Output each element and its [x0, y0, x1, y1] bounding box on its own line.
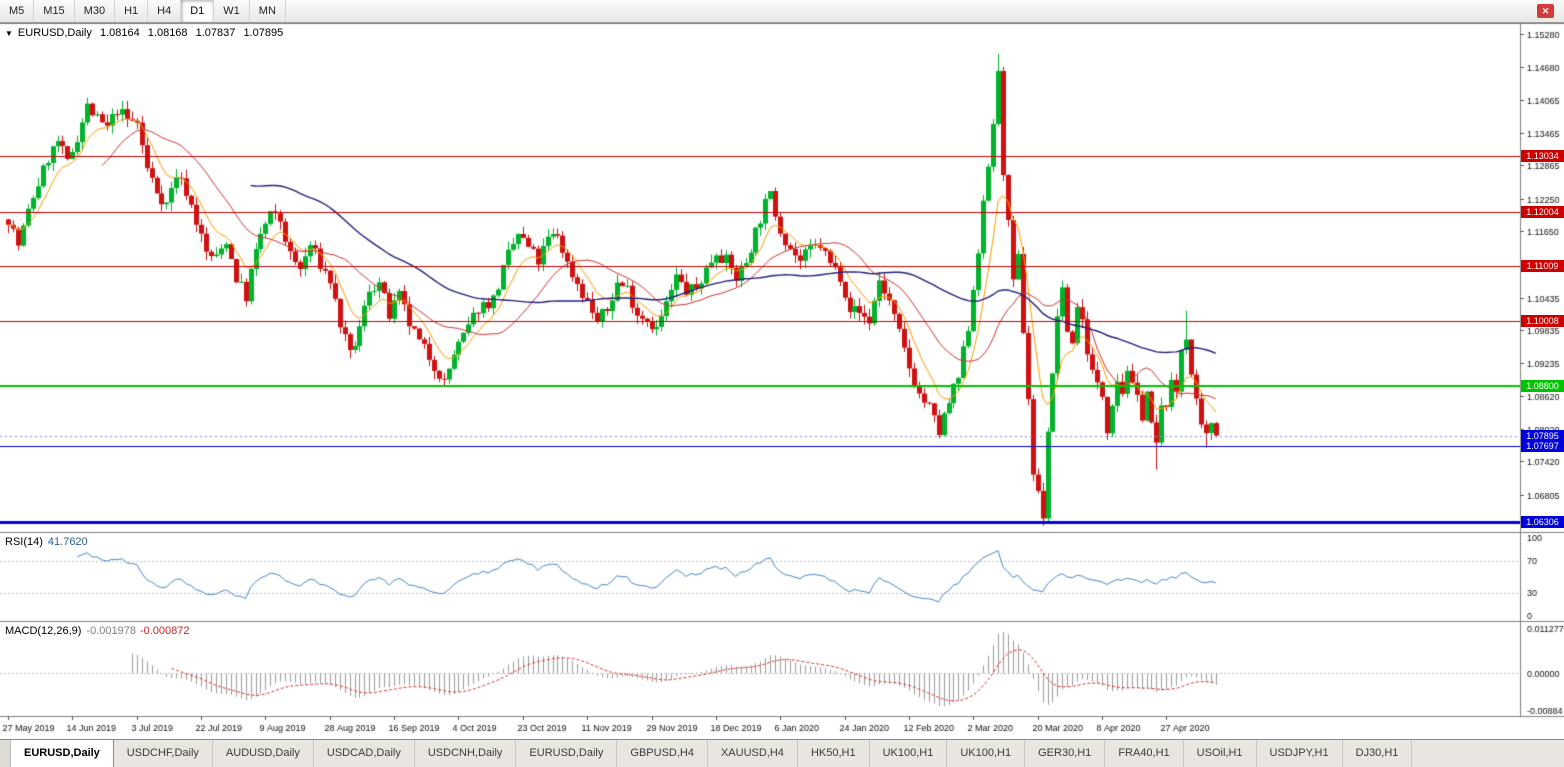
macd-indicator-label: MACD(12,26,9) -0.001978 -0.000872 [5, 625, 190, 637]
timeframe-toolbar: M5 M15 M30 H1 H4 D1 W1 MN ✕ [0, 0, 1564, 23]
ohlc-high: 1.08168 [147, 27, 188, 39]
rsi-indicator-label: RSI(14) 41.7620 [5, 536, 88, 548]
chart-tab-usdchf-daily[interactable]: USDCHF,Daily [114, 740, 213, 767]
tab-scroll-grip [0, 740, 11, 767]
chart-tab-usoil-h1[interactable]: USOil,H1 [1184, 740, 1257, 767]
chart-tab-ger30-h1[interactable]: GER30,H1 [1025, 740, 1106, 767]
chart-tab-gbpusd-h4[interactable]: GBPUSD,H4 [617, 740, 708, 767]
timeframe-button-d1[interactable]: D1 [181, 0, 215, 22]
ohlc-close: 1.07895 [243, 27, 284, 39]
macd-title: MACD(12,26,9) [5, 625, 82, 637]
chart-tab-hk50-h1[interactable]: HK50,H1 [798, 740, 870, 767]
timeframe-button-w1[interactable]: W1 [214, 0, 250, 22]
chart-tab-usdjpy-h1[interactable]: USDJPY,H1 [1257, 740, 1343, 767]
ohlc-open: 1.08164 [99, 27, 140, 39]
ohlc-header: ▼ EURUSD,Daily 1.08164 1.08168 1.07837 1.… [5, 27, 288, 39]
chart-tab-fra40-h1[interactable]: FRA40,H1 [1105, 740, 1184, 767]
macd-value: -0.001978 [86, 625, 136, 637]
chart-tab-bar: EURUSD,Daily USDCHF,Daily AUDUSD,Daily USDC… [0, 739, 1564, 767]
chart-symbol-label: EURUSD,Daily [17, 27, 92, 39]
chart-area: ▼ EURUSD,Daily 1.08164 1.08168 1.07837 1.… [0, 23, 1564, 739]
chart-tab-eurusd-daily[interactable]: EURUSD,Daily [11, 740, 114, 767]
symbol-marker-icon: ▼ [5, 29, 13, 38]
timeframe-button-h4[interactable]: H4 [148, 0, 182, 22]
timeframe-button-mn[interactable]: MN [250, 0, 286, 22]
timeframe-button-h1[interactable]: H1 [115, 0, 149, 22]
timeframe-buttons: M5 M15 M30 H1 H4 D1 W1 MN [0, 0, 286, 22]
chart-tab-uk100-h1[interactable]: UK100,H1 [870, 740, 948, 767]
macd-signal-value: -0.000872 [139, 625, 190, 637]
chart-tabs: EURUSD,Daily USDCHF,Daily AUDUSD,Daily USDC… [11, 740, 1413, 767]
timeframe-button-m15[interactable]: M15 [34, 0, 75, 22]
chart-tab-uk100-h1[interactable]: UK100,H1 [947, 740, 1026, 767]
chart-tab-audusd-daily[interactable]: AUDUSD,Daily [213, 740, 314, 767]
chart-tab-usdcnh-daily[interactable]: USDCNH,Daily [415, 740, 517, 767]
price-chart-canvas[interactable] [0, 23, 1564, 739]
chart-tab-dj30-h1[interactable]: DJ30,H1 [1343, 740, 1413, 767]
timeframe-button-m30[interactable]: M30 [75, 0, 116, 22]
ohlc-low: 1.07837 [195, 27, 236, 39]
chart-tab-usdcad-daily[interactable]: USDCAD,Daily [314, 740, 415, 767]
rsi-value: 41.7620 [47, 536, 88, 548]
timeframe-button-m5[interactable]: M5 [0, 0, 35, 22]
chart-tab-eurusd-daily[interactable]: EURUSD,Daily [516, 740, 618, 767]
close-icon[interactable]: ✕ [1537, 4, 1554, 18]
rsi-title: RSI(14) [5, 536, 43, 548]
chart-tab-xauusd-h4[interactable]: XAUUSD,H4 [708, 740, 798, 767]
